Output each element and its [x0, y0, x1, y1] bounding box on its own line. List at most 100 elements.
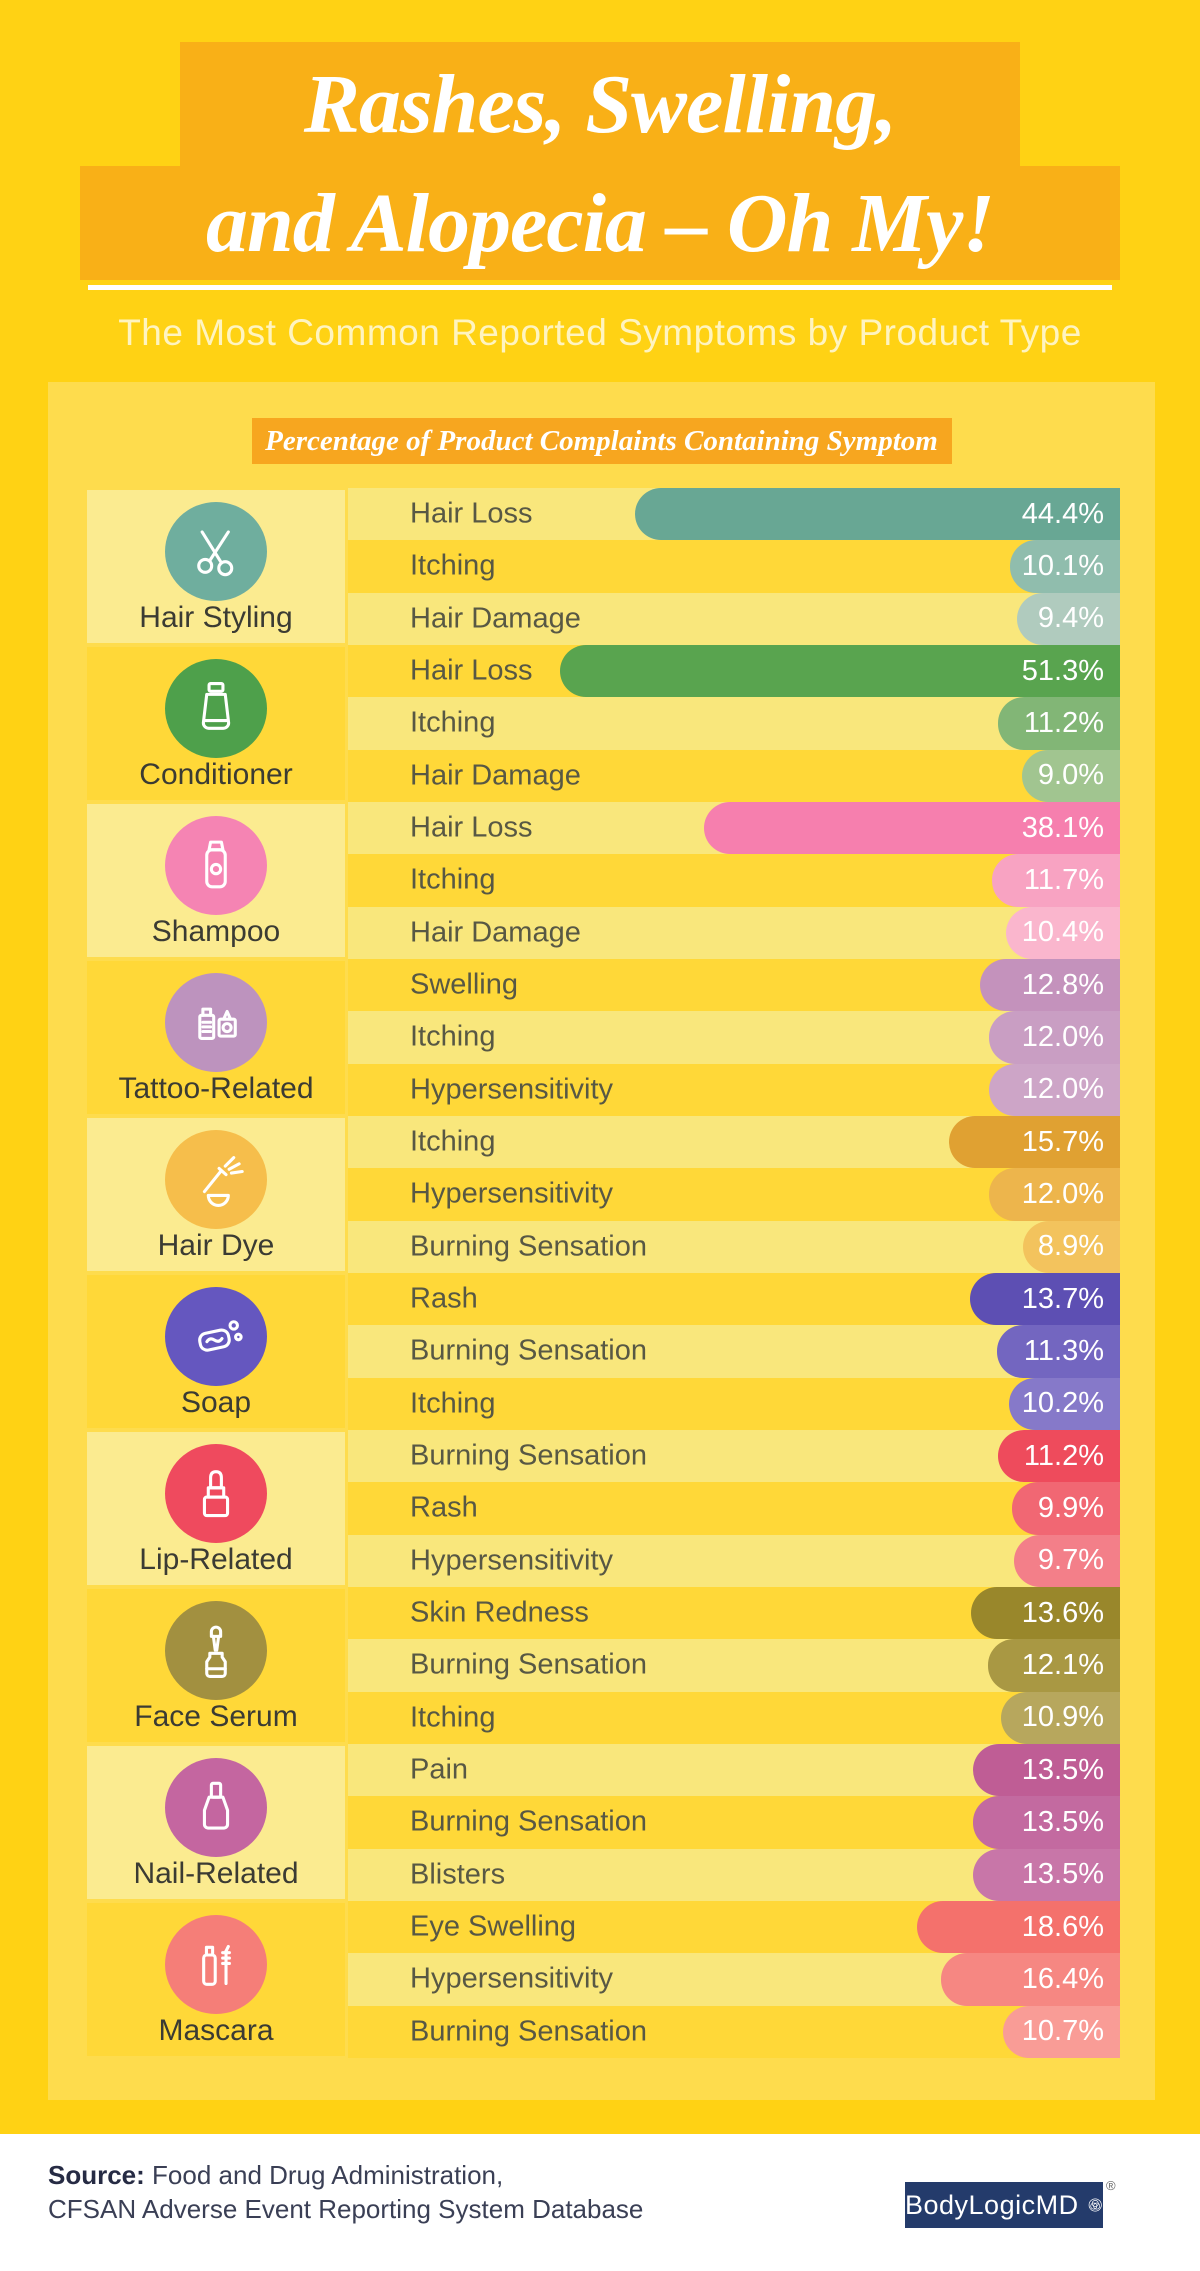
category-cell: Hair Dye [87, 1118, 345, 1271]
scissors-icon [165, 502, 267, 601]
chart-header-bar: Percentage of Product Complaints Contain… [251, 418, 952, 464]
symptom-label: Burning Sensation [410, 2015, 647, 2048]
symptom-bar: 13.5% [973, 1848, 1120, 1901]
symptom-row: Hypersensitivity 12.0% [348, 1063, 1120, 1116]
symptom-bar: 16.4% [941, 1953, 1120, 2006]
symptom-rows: Hair Loss 51.3% Itching 11.2% Hair Damage 9.0… [348, 645, 1120, 802]
mascara-icon [165, 1915, 267, 2014]
title-line2: and Alopecia – Oh My! [206, 176, 995, 270]
symptom-rows: Swelling 12.8% Itching 12.0% Hypersensitivit… [348, 959, 1120, 1116]
symptom-row: Itching 10.9% [348, 1691, 1120, 1744]
symptom-label: Itching [410, 1020, 496, 1053]
dye-brush-icon [165, 1130, 267, 1229]
symptom-label: Hair Damage [410, 602, 581, 635]
symptom-row: Burning Sensation 11.3% [348, 1325, 1120, 1378]
symptom-label: Rash [410, 1491, 478, 1524]
source-text1: Food and Drug Administration, [144, 2160, 504, 2190]
bar-value: 13.5% [1021, 1753, 1104, 1786]
symptom-label: Burning Sensation [410, 1805, 647, 1838]
symptom-row: Burning Sensation 8.9% [348, 1220, 1120, 1273]
conditioner-tube-icon [165, 659, 267, 758]
symptom-row: Hair Damage 9.4% [348, 592, 1120, 645]
symptom-bar: 38.1% [704, 802, 1120, 855]
symptom-label: Hair Damage [410, 916, 581, 949]
symptom-label: Hypersensitivity [410, 1544, 614, 1577]
bar-value: 9.4% [1037, 602, 1104, 635]
product-group: Nail-Related Pain 13.5% Burning Sensation 13… [48, 1744, 1155, 1901]
symptom-label: Swelling [410, 968, 518, 1001]
symptom-rows: Eye Swelling 18.6% Hypersensitivity 16.4% Bu… [348, 1901, 1120, 2058]
source-line2: CFSAN Adverse Event Reporting System Dat… [48, 2194, 644, 2224]
symptom-row: Skin Redness 13.6% [348, 1587, 1120, 1640]
symptom-bar: 11.7% [992, 854, 1120, 907]
product-group: Shampoo Hair Loss 38.1% Itching 11.7% Hair Da… [48, 802, 1155, 959]
symptom-row: Hypersensitivity 16.4% [348, 1953, 1120, 2006]
category-label: Face Serum [134, 1700, 298, 1733]
symptom-row: Itching 12.0% [348, 1011, 1120, 1064]
symptom-bar: 13.7% [970, 1273, 1120, 1326]
bar-value: 16.4% [1021, 1962, 1104, 1995]
symptom-rows: Itching 15.7% Hypersensitivity 12.0% Burning… [348, 1116, 1120, 1273]
bar-value: 12.1% [1021, 1648, 1104, 1681]
flower-logo-icon [1088, 2198, 1102, 2212]
symptom-bar: 51.3% [560, 645, 1120, 698]
category-label: Tattoo-Related [118, 1072, 314, 1105]
symptom-row: Hair Loss 38.1% [348, 802, 1120, 855]
symptom-bar: 10.2% [1009, 1377, 1120, 1430]
footer: Source: Food and Drug Administration, CF… [0, 2134, 1200, 2271]
symptom-label: Itching [410, 863, 496, 896]
symptom-row: Itching 10.2% [348, 1377, 1120, 1430]
symptom-bar: 11.2% [998, 697, 1120, 750]
source-label: Source: [48, 2160, 145, 2190]
symptom-bar: 10.4% [1006, 906, 1120, 959]
product-group: Conditioner Hair Loss 51.3% Itching 11.2% Hai… [48, 645, 1155, 802]
symptom-label: Burning Sensation [410, 1648, 647, 1681]
category-label: Lip-Related [139, 1543, 293, 1576]
bar-value: 12.0% [1021, 1073, 1104, 1106]
symptom-label: Hypersensitivity [410, 1962, 614, 1995]
symptom-row: Swelling 12.8% [348, 959, 1120, 1012]
symptom-bar: 12.0% [989, 1063, 1120, 1116]
symptom-label: Pain [410, 1753, 469, 1786]
bar-value: 38.1% [1021, 811, 1104, 844]
bar-value: 8.9% [1037, 1230, 1104, 1263]
symptom-label: Rash [410, 1282, 478, 1315]
symptom-label: Itching [410, 1701, 496, 1734]
product-group: Mascara Eye Swelling 18.6% Hypersensitivity… [48, 1901, 1155, 2058]
shampoo-bottle-icon [165, 816, 267, 915]
symptom-row: Rash 9.9% [348, 1482, 1120, 1535]
symptom-bar: 13.6% [971, 1587, 1120, 1640]
symptom-row: Burning Sensation 13.5% [348, 1796, 1120, 1849]
symptom-bar: 9.7% [1014, 1534, 1120, 1587]
symptom-bar: 12.0% [989, 1168, 1120, 1221]
symptom-rows: Hair Loss 44.4% Itching 10.1% Hair Damage 9.4… [348, 488, 1120, 645]
symptom-label: Skin Redness [410, 1596, 589, 1629]
symptom-label: Hair Loss [410, 654, 533, 687]
symptom-bar: 13.5% [973, 1796, 1120, 1849]
category-cell: Hair Styling [87, 490, 345, 643]
symptom-row: Rash 13.7% [348, 1273, 1120, 1326]
product-group: Hair Dye Itching 15.7% Hypersensitivity 12.0… [48, 1116, 1155, 1273]
symptom-bar: 9.9% [1012, 1482, 1120, 1535]
category-cell: Shampoo [87, 804, 345, 957]
symptom-rows: Pain 13.5% Burning Sensation 13.5% Blisters 1… [348, 1744, 1120, 1901]
serum-dropper-icon [165, 1601, 267, 1700]
title-banner-line2: and Alopecia – Oh My! [80, 166, 1120, 280]
bar-value: 10.7% [1021, 2015, 1104, 2048]
symptom-bar: 9.4% [1017, 592, 1120, 645]
symptom-row: Hair Loss 51.3% [348, 645, 1120, 698]
product-group: Tattoo-Related Swelling 12.8% Itching 12.0% H… [48, 959, 1155, 1116]
category-label: Hair Styling [139, 601, 293, 634]
logo-text: BodyLogicMD [905, 2189, 1079, 2220]
symptom-bar: 15.7% [949, 1116, 1120, 1169]
category-label: Conditioner [139, 758, 293, 791]
symptom-label: Hypersensitivity [410, 1177, 614, 1210]
symptom-row: Pain 13.5% [348, 1744, 1120, 1797]
symptom-label: Itching [410, 706, 496, 739]
symptom-label: Burning Sensation [410, 1439, 647, 1472]
symptom-row: Eye Swelling 18.6% [348, 1901, 1120, 1954]
symptom-bar: 18.6% [917, 1901, 1120, 1954]
symptom-label: Blisters [410, 1858, 506, 1891]
title-line1: Rashes, Swelling, [303, 57, 897, 151]
registered-trademark: ® [1106, 2178, 1116, 2193]
